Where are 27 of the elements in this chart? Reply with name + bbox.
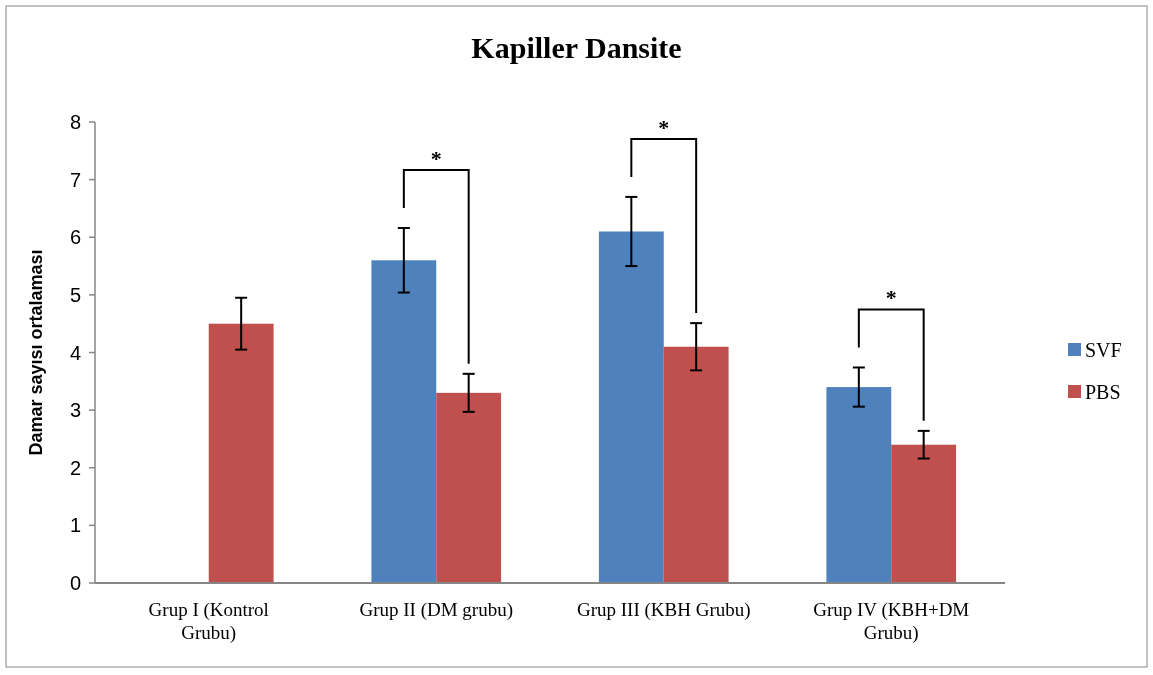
- y-tick-label: 5: [69, 283, 81, 306]
- legend-label: PBS: [1085, 381, 1121, 403]
- y-tick-label: 0: [69, 572, 81, 594]
- bar: [826, 387, 892, 583]
- y-tick-label: 7: [69, 168, 81, 191]
- y-tick-label: 3: [69, 399, 81, 422]
- bar: [436, 392, 502, 583]
- legend-label: SVF: [1085, 339, 1122, 361]
- bar: [208, 323, 274, 583]
- annotation: *: [658, 114, 670, 140]
- chart-title: Kapiller Dansite: [471, 31, 682, 64]
- y-tick-label: 2: [69, 456, 81, 479]
- x-tick-label: Grup III (KBH Grubu): [576, 599, 751, 621]
- bar: [663, 346, 729, 583]
- annotation: *: [885, 285, 897, 311]
- x-tick-label: Grup I (Kontrol Grubu): [148, 599, 269, 644]
- y-tick-label: 4: [69, 341, 81, 364]
- x-tick-label: Grup IV (KBH+DM Grubu): [813, 599, 970, 644]
- y-tick-label: 1: [69, 514, 81, 537]
- annotation: *: [430, 146, 442, 172]
- y-axis-title: Damar sayısı ortalaması: [26, 249, 46, 456]
- bar: [891, 444, 957, 583]
- bar: [371, 260, 437, 583]
- bar: [598, 231, 664, 583]
- y-tick-label: 8: [69, 111, 81, 133]
- y-tick-label: 6: [69, 226, 81, 249]
- x-tick-label: Grup II (DM grubu): [359, 599, 514, 621]
